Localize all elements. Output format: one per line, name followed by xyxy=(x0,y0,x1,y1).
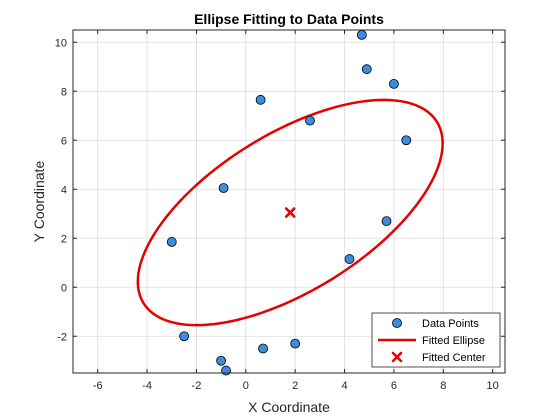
data-point xyxy=(344,254,355,264)
x-axis-label: X Coordinate xyxy=(248,399,330,415)
data-point xyxy=(361,64,372,75)
x-tick-label: -2 xyxy=(192,380,202,392)
y-tick-label: 0 xyxy=(61,282,67,294)
legend-fitted-center-marker xyxy=(391,351,403,363)
fitted-center-marker xyxy=(284,207,296,218)
x-tick-label: 4 xyxy=(341,380,347,392)
legend-label-data-points: Data Points xyxy=(422,318,479,330)
x-tick-label: 6 xyxy=(391,380,397,392)
data-point xyxy=(216,355,227,366)
y-tick-label: 6 xyxy=(61,135,67,147)
legend: Data Points Fitted Ellipse Fitted Center xyxy=(371,312,501,368)
data-point xyxy=(221,365,231,376)
x-tick-label: 2 xyxy=(292,380,298,392)
data-point xyxy=(258,343,268,354)
y-tick-label: 8 xyxy=(61,86,67,98)
data-point xyxy=(255,94,266,105)
fitted-ellipse-line xyxy=(136,98,444,327)
legend-data-points-marker xyxy=(392,318,402,328)
data-point xyxy=(305,115,315,126)
data-point xyxy=(401,135,412,146)
data-point xyxy=(356,30,367,40)
y-tick-label: -2 xyxy=(57,331,67,343)
x-tick-label: 10 xyxy=(487,380,499,392)
x-tick-label: 8 xyxy=(440,380,446,392)
x-tick-label: -6 xyxy=(93,380,103,392)
x-tick-label: 0 xyxy=(243,380,249,392)
data-point xyxy=(166,237,177,247)
chart-title: Ellipse Fitting to Data Points xyxy=(194,11,384,27)
y-tick-label: 2 xyxy=(61,233,67,245)
legend-label-fitted-ellipse: Fitted Ellipse xyxy=(422,335,485,347)
data-point xyxy=(389,79,399,89)
axes-box xyxy=(72,29,506,374)
legend-label-fitted-center: Fitted Center xyxy=(422,352,486,364)
x-tick-label: -4 xyxy=(142,380,152,392)
y-tick-label: 4 xyxy=(61,184,67,196)
data-point xyxy=(218,183,229,193)
data-point xyxy=(381,216,392,227)
plot-area xyxy=(136,30,444,376)
y-axis-label: Y Coordinate xyxy=(31,161,47,243)
axis-ticks: -6 -4 -2 0 2 4 6 8 10 -2 0 2 4 6 8 10 xyxy=(55,30,505,392)
data-point xyxy=(290,338,301,349)
data-point xyxy=(179,331,189,342)
y-tick-label: 10 xyxy=(55,37,67,49)
